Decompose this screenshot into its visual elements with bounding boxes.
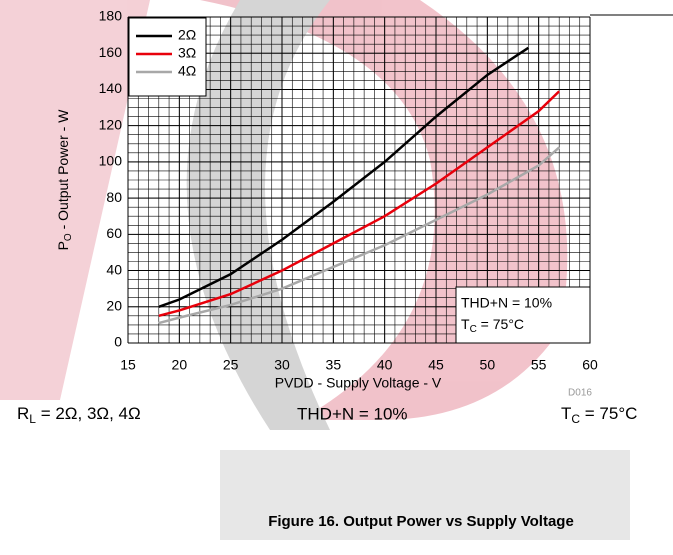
x-tick-label: 45 <box>428 357 444 373</box>
legend: 2Ω 3Ω 4Ω <box>128 17 207 97</box>
x-tick-label: 35 <box>326 357 342 373</box>
legend-label: 2Ω <box>178 27 196 43</box>
note-text: TC = 75°C <box>461 316 524 335</box>
x-tick-label: 40 <box>377 357 393 373</box>
x-tick-label: 55 <box>531 357 547 373</box>
y-tick-label: 120 <box>99 116 123 132</box>
series-line <box>158 46 530 308</box>
note-rect <box>455 286 591 344</box>
series-line <box>158 90 561 318</box>
y-tick-label: 180 <box>99 8 123 24</box>
legend-box <box>128 17 207 97</box>
condition: RL = 2Ω, 3Ω, 4Ω <box>17 404 141 426</box>
note-box: THD+N = 10% TC = 75°C <box>455 286 591 344</box>
y-axis-label: PO - Output Power - W <box>55 109 74 251</box>
y-tick-label: 40 <box>106 261 122 277</box>
y-tick-label: 160 <box>99 44 123 60</box>
x-tick-label: 50 <box>480 357 496 373</box>
x-axis-label: PVDD - Supply Voltage - V <box>275 375 442 391</box>
y-tick-label: 80 <box>106 189 122 205</box>
caption: Figure 16. Output Power vs Supply Voltag… <box>268 513 574 530</box>
legend-label: 4Ω <box>178 63 196 79</box>
x-tick-label: 60 <box>582 357 598 373</box>
condition: THD+N = 10% <box>297 404 408 423</box>
y-tick-label: 20 <box>106 297 122 313</box>
y-tick-label: 140 <box>99 80 123 96</box>
series-line <box>158 146 561 325</box>
watermark <box>0 0 630 540</box>
x-tick-label: 30 <box>274 357 290 373</box>
x-tick-label: 15 <box>120 357 136 373</box>
note-text: THD+N = 10% <box>461 295 552 311</box>
figure-id: D016 <box>568 388 592 399</box>
legend-label: 3Ω <box>178 45 196 61</box>
y-tick-label: 100 <box>99 153 123 169</box>
y-tick-label: 0 <box>114 334 122 350</box>
y-tick-label: 60 <box>106 225 122 241</box>
x-tick-label: 20 <box>172 357 188 373</box>
plot-area: 15 20 25 30 35 40 45 50 55 60 0 20 40 60 80 100 120 140 16… <box>99 8 598 373</box>
x-tick-label: 25 <box>223 357 239 373</box>
condition: TC = 75°C <box>561 404 637 426</box>
